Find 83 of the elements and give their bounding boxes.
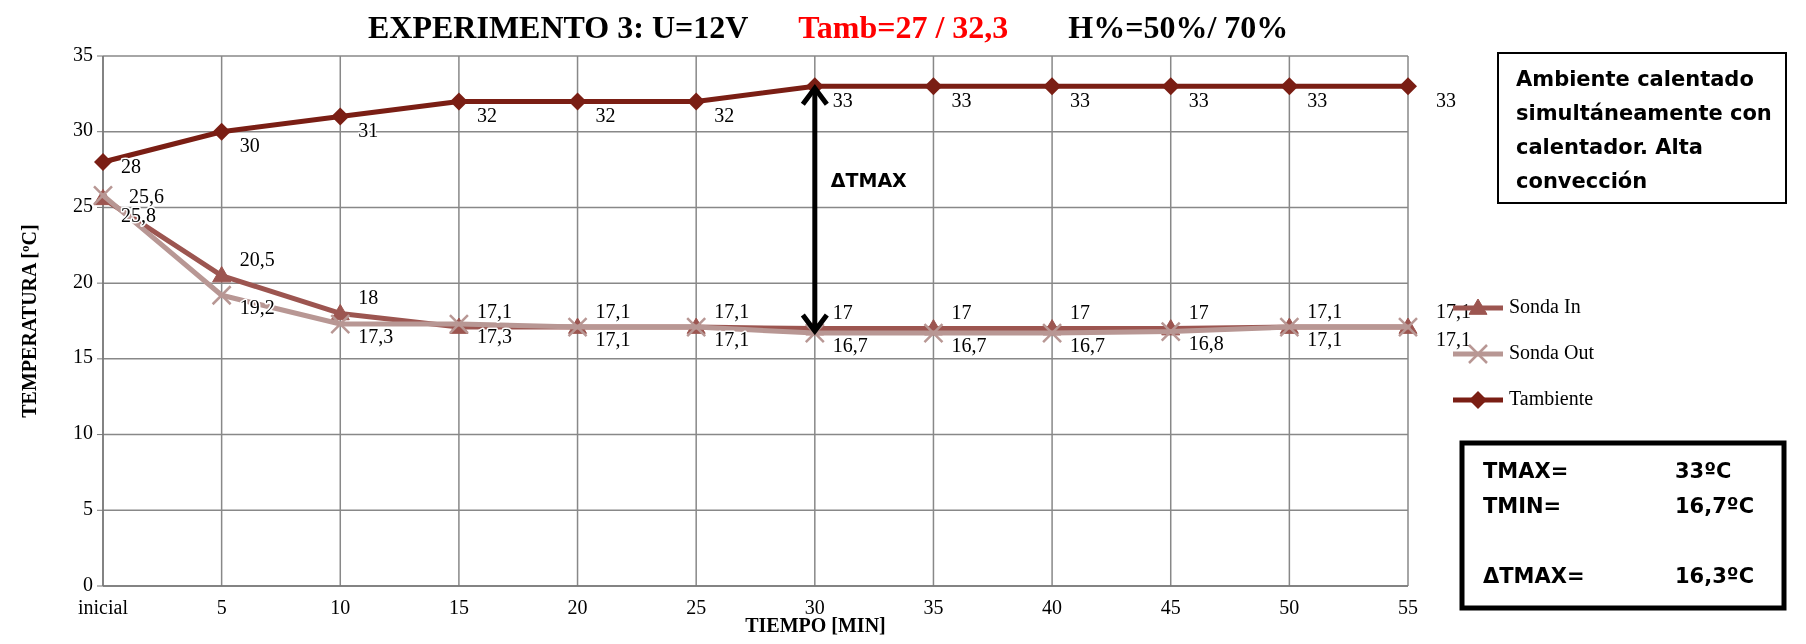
- data-label: 17,1: [1436, 327, 1471, 350]
- data-label: 33: [1436, 88, 1456, 111]
- data-label: 17,1: [595, 299, 631, 322]
- point: [212, 266, 232, 283]
- data-label: 17,1: [714, 299, 750, 322]
- text: H%=50%/ 70%: [1068, 9, 1289, 45]
- x-tick-label: 5: [216, 596, 227, 618]
- data-label: 17: [1070, 301, 1091, 324]
- data-label: 18: [358, 286, 379, 309]
- y-tick-label: 0: [83, 572, 93, 595]
- data-label: 16,7: [1070, 333, 1106, 356]
- x-tick-label: 20: [567, 596, 588, 618]
- x-tick-label: 25: [686, 596, 707, 618]
- point: [1280, 77, 1299, 96]
- point: [449, 92, 468, 111]
- legend-label: Sonda In: [1509, 294, 1581, 317]
- data-label: 19,2: [239, 295, 275, 318]
- point: [923, 322, 944, 344]
- data-label: 16,8: [1188, 332, 1224, 355]
- text: Tamb=27 / 32,3: [798, 9, 1009, 45]
- text: 16,7ºC: [1675, 494, 1755, 518]
- point: [924, 77, 943, 96]
- data-label: 17: [951, 301, 972, 324]
- data-label: 32: [714, 104, 735, 127]
- x-tick-label: inicial: [78, 596, 129, 618]
- point: [94, 153, 112, 171]
- point: [1399, 77, 1417, 96]
- data-label: 17: [832, 301, 853, 324]
- data-label: 33: [832, 88, 853, 111]
- y-tick-label: 35: [73, 42, 93, 65]
- data-label: 30: [239, 134, 260, 157]
- data-label: 17,3: [358, 324, 394, 347]
- point: [331, 107, 350, 126]
- y-tick-label: 30: [73, 118, 93, 141]
- y-tick-label: 5: [83, 496, 93, 519]
- data-label: 33: [951, 88, 972, 111]
- point: [687, 92, 706, 111]
- x-tick-label: 40: [1042, 596, 1063, 618]
- text: Ambiente calentado simultáneamente con calentador. Alta convección: [1516, 67, 1772, 193]
- text: TMAX=: [1483, 459, 1569, 483]
- data-label: 17,1: [476, 299, 512, 322]
- x-tick-label: 50: [1279, 596, 1300, 618]
- legend-label: Tambiente: [1509, 386, 1594, 409]
- data-label: 32: [595, 104, 616, 127]
- data-label: 17,3: [476, 324, 512, 347]
- text: TMIN=: [1483, 494, 1562, 518]
- legend-label: Sonda Out: [1509, 340, 1595, 363]
- data-label: 25,6: [129, 184, 164, 207]
- y-tick-label: 10: [73, 421, 93, 444]
- data-label: 28: [121, 154, 141, 177]
- chart-title: EXPERIMENTO 3: U=12V: [368, 9, 749, 45]
- point: [211, 285, 232, 306]
- x-tick-label: 45: [1160, 596, 1181, 618]
- y-tick-label: 25: [73, 194, 93, 217]
- point: [1160, 321, 1181, 342]
- data-label: 17,1: [1307, 327, 1343, 350]
- y-tick-label: 15: [73, 345, 93, 368]
- data-label: 33: [1188, 88, 1209, 111]
- y-tick-label: 20: [73, 269, 93, 292]
- text: 16,3ºC: [1675, 564, 1755, 588]
- x-tick-label: 15: [448, 596, 469, 618]
- data-label: 33: [1307, 88, 1328, 111]
- y-axis-title: TEMPERATURA [ºC]: [18, 224, 40, 418]
- data-label: 32: [476, 104, 497, 127]
- point: [212, 122, 231, 141]
- point: [330, 313, 351, 335]
- data-label: 33: [1070, 88, 1091, 111]
- x-tick-label: 10: [330, 596, 351, 618]
- data-label: 20,5: [239, 248, 275, 271]
- point: [1041, 322, 1063, 344]
- text: 33ºC: [1675, 459, 1732, 483]
- data-label: 31: [358, 119, 379, 142]
- data-label: 17,1: [595, 327, 631, 350]
- data-label: 17: [1188, 301, 1209, 324]
- x-tick-label: 55: [1398, 596, 1418, 618]
- data-label: 16,7: [832, 333, 868, 356]
- text: ΔTMAX=: [1483, 564, 1585, 588]
- data-label: 17,1: [1307, 299, 1343, 322]
- data-label: 17,1: [714, 327, 750, 350]
- x-tick-label: 35: [923, 596, 944, 618]
- data-label: 16,7: [951, 333, 987, 356]
- point: [1161, 77, 1180, 96]
- annotation: ΔTMAX: [830, 169, 908, 192]
